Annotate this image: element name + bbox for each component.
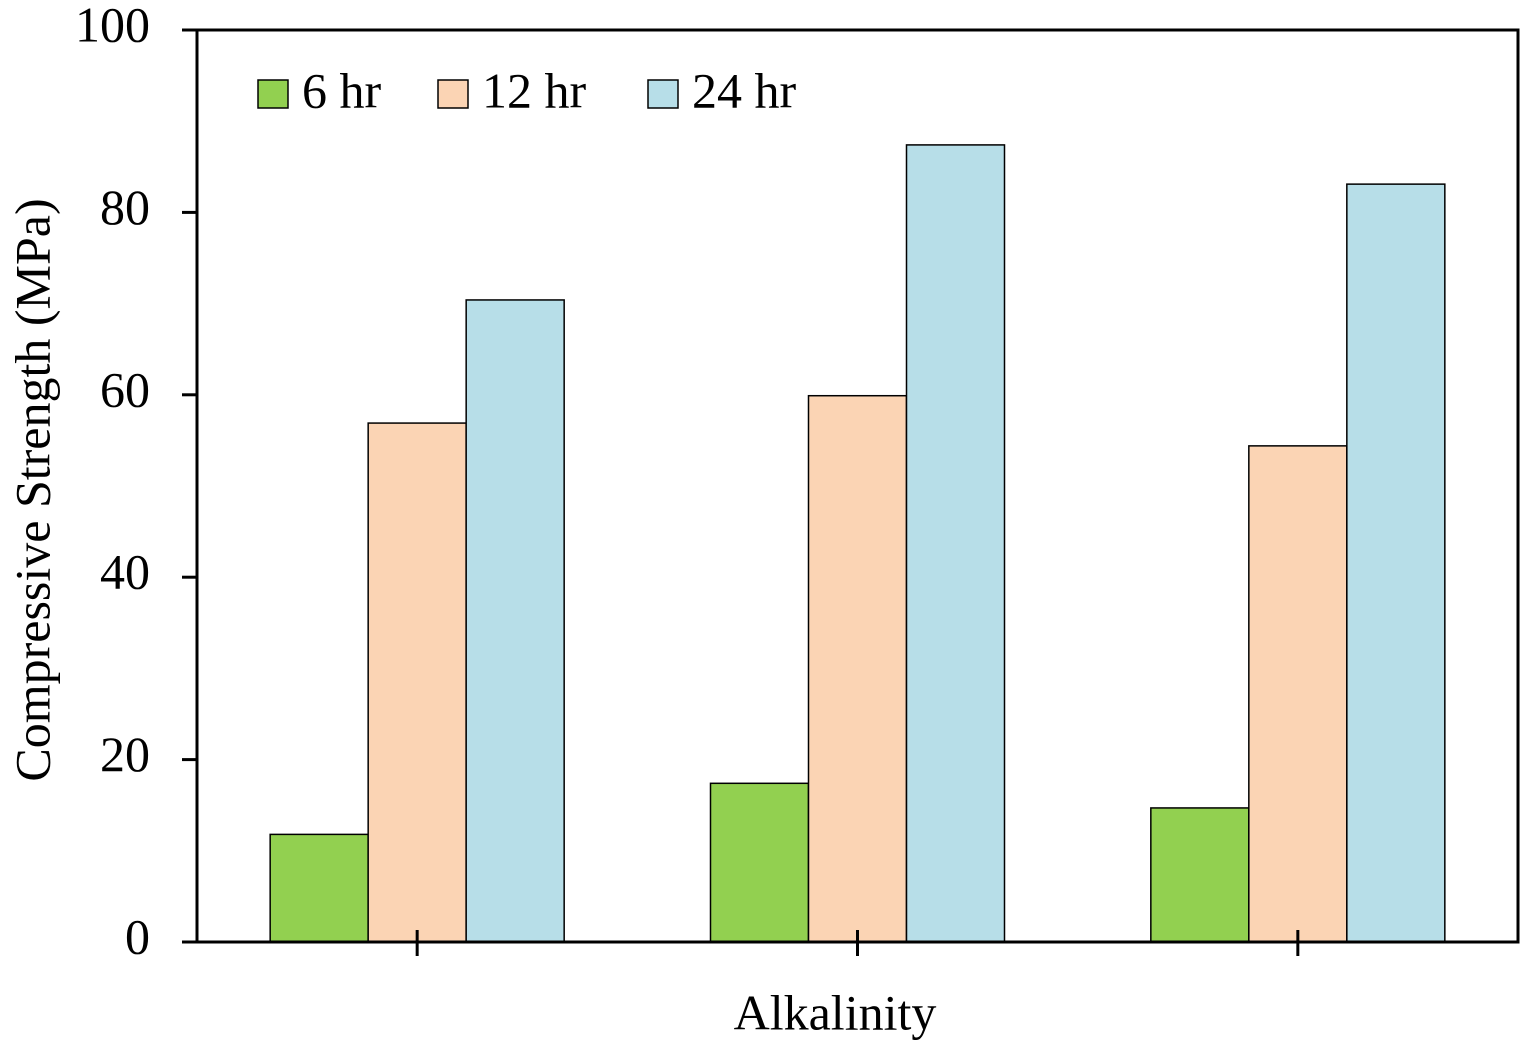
legend-label: 6 hr	[302, 62, 382, 118]
y-axis-label: Compressive Strength (MPa)	[4, 198, 60, 781]
y-tick-label: 20	[100, 726, 150, 782]
bar	[368, 423, 466, 942]
bar	[466, 300, 564, 942]
x-axis-label: Alkalinity	[734, 984, 937, 1040]
y-tick-label: 0	[125, 908, 150, 964]
bar	[1347, 184, 1445, 942]
y-tick-label: 60	[100, 361, 150, 417]
legend-swatch	[258, 80, 288, 108]
bar	[809, 396, 907, 942]
bar	[1151, 808, 1249, 942]
bar	[711, 783, 809, 942]
legend-swatch	[438, 80, 468, 108]
y-tick-label: 80	[100, 179, 150, 235]
y-tick-label: 100	[75, 0, 150, 52]
legend-label: 12 hr	[482, 62, 587, 118]
y-tick-label: 40	[100, 544, 150, 600]
chart: Alkalinity Compressive Strength (MPa) 0 2…	[0, 0, 1525, 1045]
legend-swatch	[648, 80, 678, 108]
bar	[1249, 446, 1347, 942]
bar	[270, 834, 368, 942]
bar	[907, 145, 1005, 942]
legend-label: 24 hr	[692, 62, 797, 118]
